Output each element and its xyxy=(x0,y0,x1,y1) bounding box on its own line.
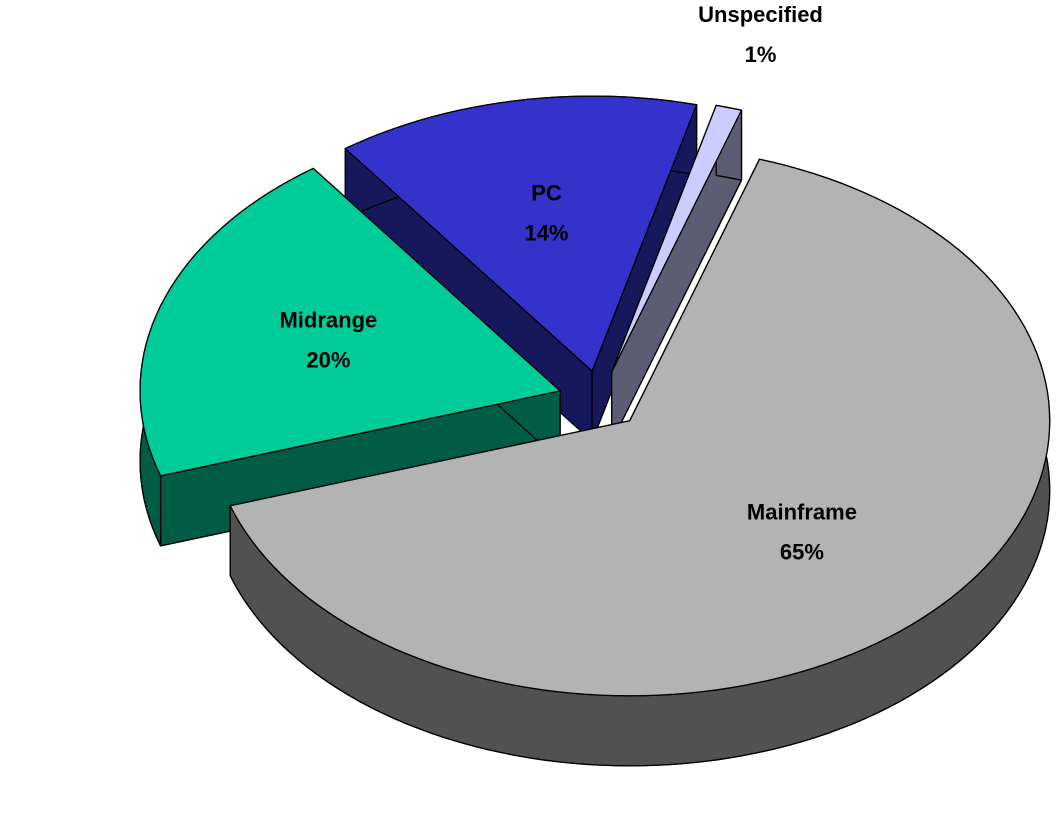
slice-label: Unspecified xyxy=(698,2,823,27)
slice-value-label: 20% xyxy=(306,347,350,372)
slice-label: PC xyxy=(531,180,562,205)
slice-value-label: 65% xyxy=(780,539,824,564)
slice xyxy=(611,104,743,443)
slice-top xyxy=(229,158,1051,697)
slice-value-label: 14% xyxy=(524,220,568,245)
slice-top xyxy=(611,104,743,373)
slice-top xyxy=(344,95,698,372)
slice-label: Midrange xyxy=(279,307,377,332)
slice-top xyxy=(139,167,561,477)
slice-label: Mainframe xyxy=(747,499,857,524)
slice xyxy=(229,158,1051,767)
slice-value-label: 1% xyxy=(745,42,777,67)
